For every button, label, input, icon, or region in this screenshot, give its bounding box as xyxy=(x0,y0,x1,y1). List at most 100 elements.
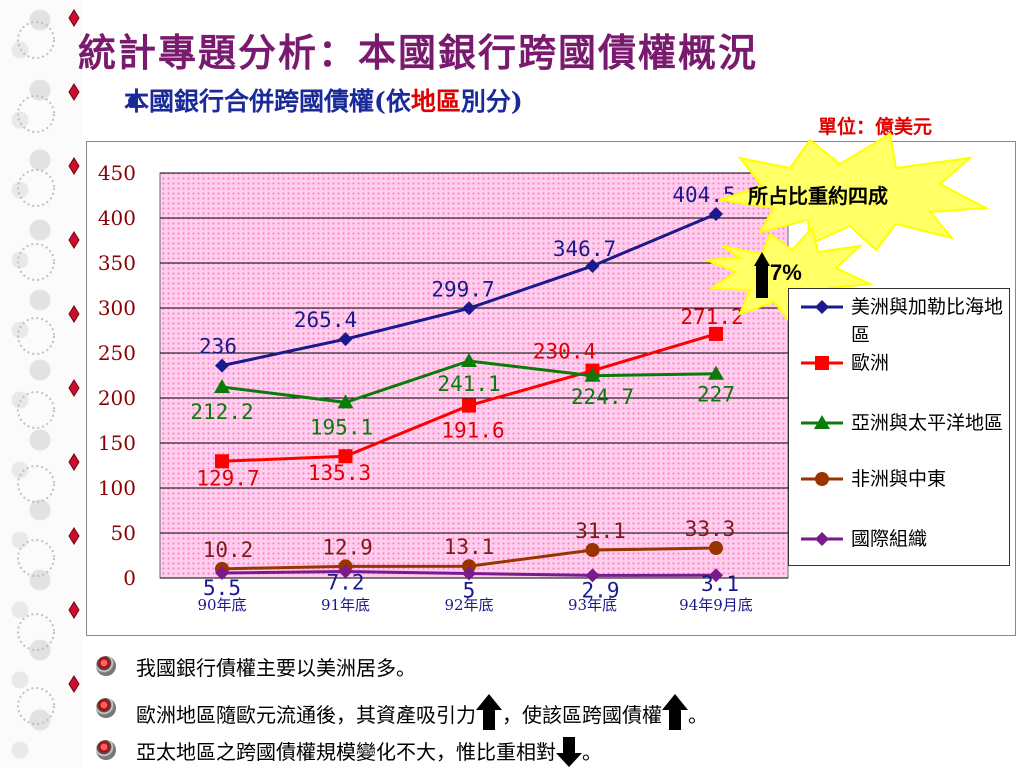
y-tick-label: 0 xyxy=(123,566,136,590)
legend-marker xyxy=(815,356,829,370)
data-label: 31.1 xyxy=(575,519,626,543)
data-point xyxy=(462,301,476,316)
note-text: 歐洲地區隨歐元流通後，其資產吸引力 xyxy=(136,703,476,727)
chart-subtitle: 本國銀行合併跨國債權(依地區別分) xyxy=(124,82,523,118)
data-point xyxy=(462,398,476,413)
data-point xyxy=(338,332,353,347)
data-point xyxy=(462,566,476,581)
y-tick-label: 450 xyxy=(98,161,136,185)
callout-pct: 7% xyxy=(770,260,802,285)
data-point xyxy=(215,358,229,373)
data-label: 129.7 xyxy=(196,466,259,490)
y-tick-label: 350 xyxy=(98,251,136,275)
decorative-pattern xyxy=(17,9,80,725)
legend-marker xyxy=(815,532,829,546)
callout-share: 所占比重約四成 xyxy=(748,184,888,208)
burst-share xyxy=(719,132,990,252)
data-label: 135.3 xyxy=(308,461,371,485)
gem-bullet-icon xyxy=(96,656,116,676)
legend-marker xyxy=(814,415,830,429)
data-label: 2.9 xyxy=(582,578,620,602)
data-label: 241.1 xyxy=(437,372,500,396)
data-point xyxy=(708,365,724,380)
data-point xyxy=(709,568,723,583)
legend-label: 歐洲 xyxy=(851,352,890,374)
note-text-line: 歐洲地區隨歐元流通後，其資產吸引力 ，使該區跨國債權 。 xyxy=(136,694,708,730)
data-point xyxy=(338,564,353,579)
legend-marker xyxy=(815,300,829,314)
data-point xyxy=(585,258,600,273)
data-point xyxy=(337,394,354,409)
gem-bullet-icon xyxy=(96,740,116,760)
page-title: 統計專題分析：本國銀行跨國債權概況 xyxy=(78,30,759,75)
legend-swatch xyxy=(801,532,843,546)
legend-swatch xyxy=(801,415,843,429)
legend-label: 非洲與中東 xyxy=(851,468,947,490)
data-label: 271.2 xyxy=(680,305,743,329)
y-tick-label: 100 xyxy=(98,476,136,500)
legend-label: 美洲與加勒比海地區 xyxy=(851,296,1004,346)
x-tick-label: 92年底 xyxy=(444,596,493,614)
legend-label: 國際組織 xyxy=(851,528,928,550)
note-text-line: 亞太地區之跨國債權規模變化不大，惟比重相對 。 xyxy=(136,736,602,767)
data-label: 299.7 xyxy=(431,277,494,301)
data-point xyxy=(709,206,723,221)
data-point xyxy=(338,449,353,464)
x-tick-label: 90年底 xyxy=(197,596,246,614)
up-arrow-icon xyxy=(662,694,688,730)
data-label: 33.3 xyxy=(685,517,736,541)
y-tick-label: 300 xyxy=(98,296,136,320)
subtitle-post: 別分) xyxy=(460,87,523,116)
legend-label: 亞洲與太平洋地區 xyxy=(851,412,1004,434)
data-label: 191.6 xyxy=(441,419,504,443)
note-text: 亞太地區之跨國債權規模變化不大，惟比重相對 xyxy=(136,740,556,764)
burst-up-arrow-bar xyxy=(756,262,768,298)
data-label: 195.1 xyxy=(310,415,373,439)
data-label: 3.1 xyxy=(701,572,739,596)
decorative-border xyxy=(0,0,82,768)
data-label: 230.4 xyxy=(533,340,596,364)
subtitle-red: 地區 xyxy=(410,87,461,116)
unit-label: 單位：億美元 xyxy=(818,116,933,138)
note-text-after: 。 xyxy=(688,703,708,727)
note-text-after: 。 xyxy=(582,740,602,764)
data-label: 12.9 xyxy=(322,535,373,559)
data-label: 404.5 xyxy=(672,183,735,207)
legend-swatch xyxy=(801,300,843,314)
data-point xyxy=(214,379,230,394)
burst-up-arrow-head xyxy=(754,252,770,266)
data-point xyxy=(461,353,477,368)
subtitle-pre: 本國銀行合併跨國債權(依 xyxy=(124,87,411,116)
up-arrow-icon xyxy=(476,694,502,730)
data-label: 10.2 xyxy=(203,538,254,562)
legend-swatch xyxy=(801,356,843,370)
note-text-mid: ，使該區跨國債權 xyxy=(502,703,662,727)
y-tick-label: 150 xyxy=(98,431,136,455)
x-tick-label: 91年底 xyxy=(321,596,370,614)
data-label: 7.2 xyxy=(327,571,365,595)
legend-swatch xyxy=(801,472,843,486)
note-text: 我國銀行債權主要以美洲居多。 xyxy=(136,656,416,680)
data-label: 5.5 xyxy=(203,576,241,600)
data-point xyxy=(215,566,229,581)
y-tick-label: 50 xyxy=(111,521,136,545)
data-point xyxy=(585,543,600,558)
down-arrow-icon xyxy=(556,737,582,767)
x-tick-label: 94年9月底 xyxy=(679,596,753,614)
data-point xyxy=(462,559,476,574)
data-label: 236 xyxy=(199,335,237,359)
data-point xyxy=(585,568,600,583)
data-point xyxy=(709,326,723,341)
y-tick-label: 200 xyxy=(98,386,136,410)
data-label: 224.7 xyxy=(571,385,634,409)
data-label: 13.1 xyxy=(444,535,495,559)
data-label: 346.7 xyxy=(553,237,616,261)
x-tick-label: 93年底 xyxy=(568,596,617,614)
y-tick-label: 400 xyxy=(98,206,136,230)
data-point xyxy=(709,541,723,556)
data-label: 212.2 xyxy=(190,400,253,424)
bullet-icon xyxy=(128,96,138,106)
gem-bullet-icon xyxy=(96,698,116,718)
data-label: 227 xyxy=(697,383,735,407)
data-point xyxy=(215,454,229,469)
